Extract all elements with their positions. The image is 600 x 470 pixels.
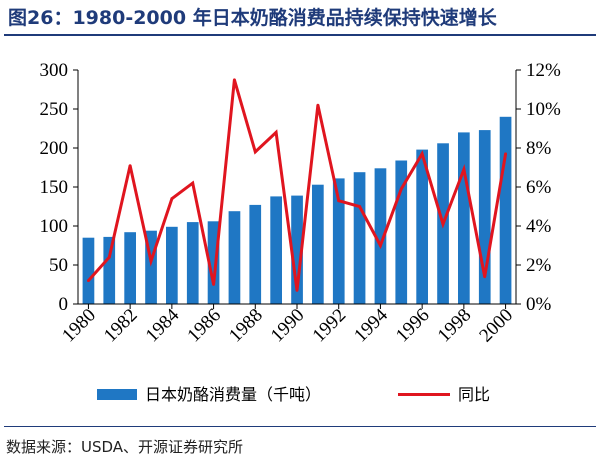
x-tick-label: 1988 [225, 305, 267, 347]
bar-series [82, 116, 512, 304]
chart-title: 图26：1980-2000 年日本奶酪消费品持续保持快速增长 [8, 7, 497, 29]
left-tick-label: 0 [59, 294, 69, 315]
left-tick-label: 200 [40, 138, 69, 159]
bar-1999 [478, 130, 491, 304]
yoy-point-1983 [149, 259, 153, 263]
x-tick-label: 1984 [142, 304, 184, 346]
source-note: 数据来源：USDA、开源证券研究所 [6, 438, 244, 456]
yoy-point-1987 [233, 78, 236, 82]
yoy-point-1988 [253, 150, 257, 154]
x-tick-label: 1982 [100, 305, 142, 347]
yoy-point-1980 [87, 279, 90, 282]
bar-1995 [395, 160, 408, 304]
right-tick-label: 8% [526, 138, 552, 159]
bar-1994 [374, 168, 387, 304]
yoy-point-1997 [441, 222, 445, 226]
yoy-point-1992 [337, 199, 341, 203]
right-tick-label: 0% [526, 294, 552, 315]
left-tick-label: 300 [40, 60, 69, 81]
bar-1993 [353, 172, 366, 304]
x-tick-label: 1996 [392, 305, 434, 347]
right-tick-label: 12% [526, 60, 561, 81]
yoy-point-1994 [379, 244, 382, 247]
left-y-axis-ticks: 0 50 100 150 200 250 300 [40, 60, 78, 315]
bar-1985 [186, 222, 199, 304]
yoy-point-1995 [399, 187, 403, 191]
left-tick-label: 250 [40, 99, 69, 120]
right-tick-label: 2% [526, 255, 552, 276]
legend-line-label: 同比 [458, 386, 490, 404]
footer-divider [4, 426, 596, 427]
yoy-point-1982 [128, 164, 132, 168]
yoy-point-1996 [420, 152, 424, 156]
yoy-point-1986 [212, 283, 216, 286]
right-tick-label: 6% [526, 177, 552, 198]
x-axis-ticks: 1980 1982 1984 1986 1988 1990 1992 1994 1996 1998… [58, 304, 517, 346]
yoy-point-1991 [316, 103, 320, 107]
right-y-axis-ticks: 0% 2% 4% 6% 8% 10% 12% [516, 60, 561, 315]
yoy-point-1981 [107, 255, 111, 259]
yoy-point-2000 [504, 152, 507, 156]
yoy-point-1990 [295, 289, 299, 292]
yoy-point-1998 [462, 168, 466, 171]
bar-2000 [499, 116, 512, 304]
x-tick-label: 1986 [183, 305, 225, 347]
yoy-point-1993 [358, 205, 361, 208]
bar-1984 [166, 226, 178, 304]
legend-bar-label: 日本奶酪消费量（千吨） [145, 386, 321, 404]
left-tick-label: 50 [49, 255, 68, 276]
yoy-point-1989 [274, 131, 278, 134]
bar-1992 [332, 178, 345, 304]
x-tick-label: 1990 [267, 305, 309, 347]
line-series [87, 78, 508, 292]
bar-1996 [416, 149, 428, 304]
yoy-point-1985 [191, 181, 195, 185]
left-tick-label: 100 [40, 216, 69, 237]
right-tick-label: 4% [526, 216, 552, 237]
x-tick-label: 2000 [475, 305, 517, 347]
legend-bar-swatch [97, 389, 137, 400]
bar-1986 [207, 221, 220, 304]
bar-1990 [291, 195, 303, 304]
x-tick-label: 1992 [309, 305, 351, 347]
bar-1980 [82, 237, 95, 304]
bar-1981 [103, 236, 116, 304]
bar-1987 [228, 211, 241, 304]
left-tick-label: 150 [40, 177, 69, 198]
bar-1982 [124, 232, 136, 304]
yoy-point-1999 [483, 275, 487, 279]
yoy-point-1984 [170, 197, 174, 201]
right-tick-label: 10% [526, 99, 561, 120]
legend: 日本奶酪消费量（千吨） 同比 [97, 386, 490, 404]
x-tick-label: 1994 [350, 304, 392, 346]
x-tick-label: 1998 [434, 305, 476, 347]
title-divider [4, 34, 596, 36]
bar-1989 [270, 196, 282, 304]
bar-1991 [312, 184, 324, 304]
bar-1983 [145, 230, 157, 304]
bar-1988 [249, 204, 262, 304]
bar-1998 [458, 132, 470, 304]
